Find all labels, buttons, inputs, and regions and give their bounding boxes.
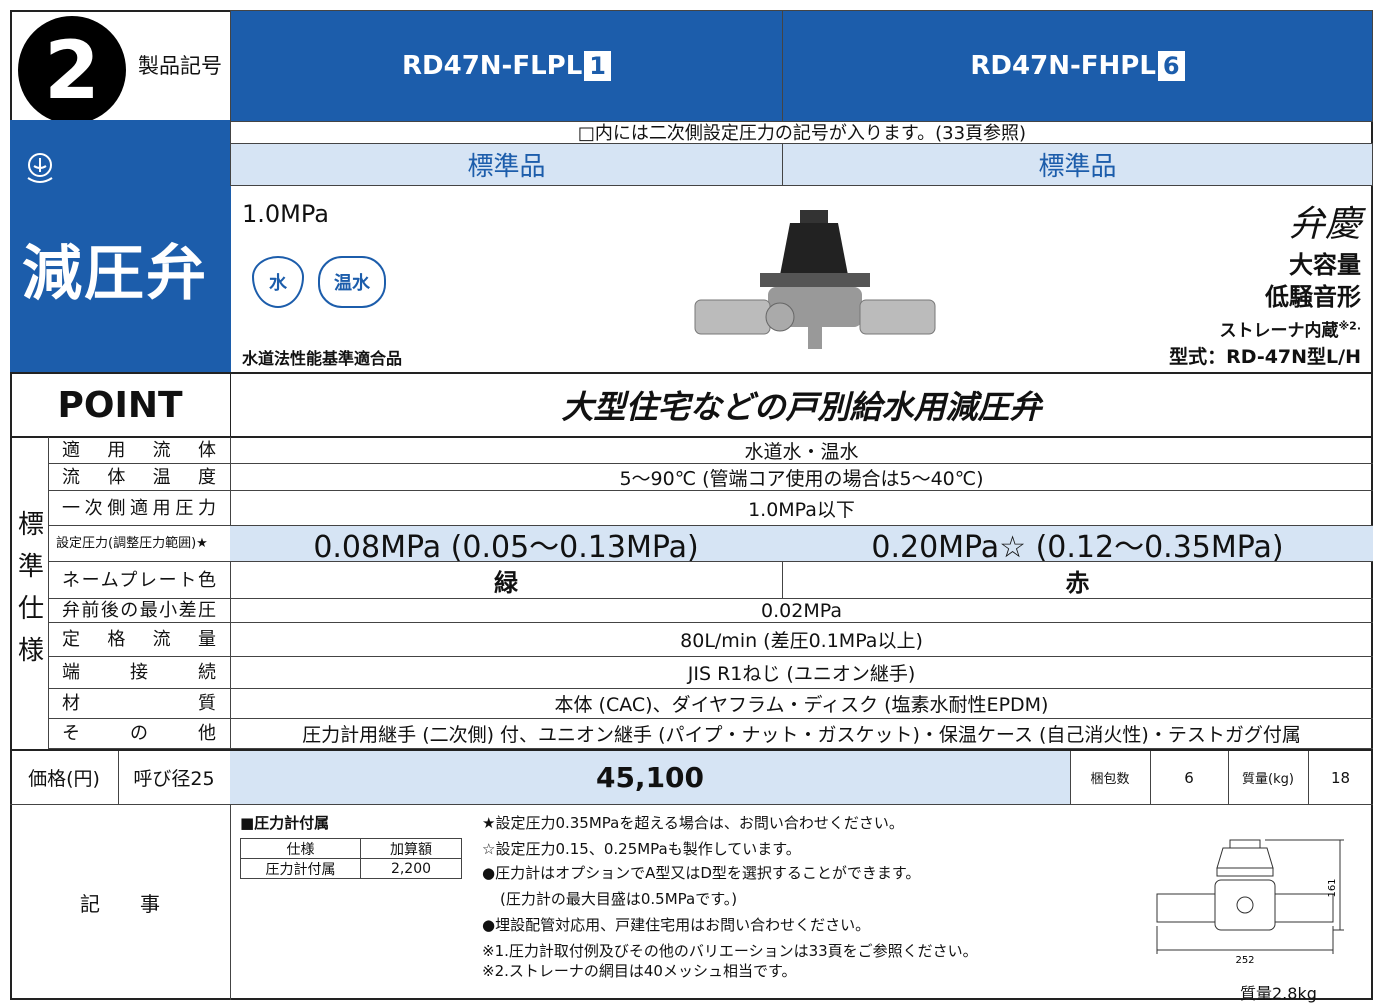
notes-label: 記事 [10, 804, 231, 1000]
spec-label: 流体温度 [48, 464, 231, 491]
note-line: ※1.圧力計取付例及びその他のバリエーションは33頁をご参照ください。 [482, 942, 978, 960]
spec-label-text: 設定圧力(調整圧力範囲)★ [56, 536, 208, 551]
price-amount: 45,100 [230, 749, 1071, 805]
badge: 2 [18, 16, 126, 124]
medium-badge: 水 [252, 256, 304, 308]
spec-label: 定格流量 [48, 623, 231, 657]
dimension-drawing: 252 161 [1156, 839, 1344, 966]
spec-label: 適用流体 [48, 437, 231, 464]
feature: 低騒音形 [1265, 283, 1361, 311]
spec-value: 本体 (CAC)、ダイヤフラム・ディスク (塩素水耐性EPDM) [230, 689, 1373, 719]
model-cell: RD47N-FHPL 6 [782, 10, 1373, 122]
eco-icon [27, 153, 53, 183]
spec-label-text: 流体温度 [62, 467, 216, 488]
side-panel: 減圧弁 [10, 120, 231, 373]
spec-label-text: ネームプレート色 [62, 570, 216, 591]
point-label: POINT [10, 372, 231, 438]
brand: 弁慶 [1288, 204, 1361, 245]
spec-label-text: 適用流体 [62, 440, 216, 461]
pressure: 1.0MPa [242, 200, 329, 228]
spec-value: 水道水・温水 [230, 437, 1373, 464]
spec-group: 標準仕様 [10, 437, 49, 750]
header-label: 製品記号 [138, 54, 222, 78]
model-type: 型式：RD-47N型L/H [1169, 346, 1361, 368]
spec-value: 赤 [782, 562, 1373, 599]
spec-label-text: 定格流量 [62, 629, 216, 650]
spec-label: 弁前後の最小差圧 [48, 599, 231, 623]
note-line: ※2.ストレーナの網目は40メッシュ相当です。 [482, 962, 797, 980]
strainer-text: ストレーナ内蔵 [1219, 321, 1339, 341]
spec-value: 0.08MPa (0.05〜0.13MPa) [230, 526, 783, 565]
spec-label-text: 一次側適用圧力 [62, 498, 216, 519]
model-code: 1 [584, 51, 611, 81]
note-line: ●埋設配管対応用、戸建住宅用はお問い合わせください。 [482, 916, 871, 934]
spec-value: 緑 [230, 562, 783, 599]
spec-value: 80L/min (差圧0.1MPa以上) [230, 623, 1373, 657]
side-title: 減圧弁 [22, 239, 208, 309]
spec-value: 圧力計用継手 (二次側) 付、ユニオン継手 (パイプ・ナット・ガスケット)・保温… [230, 719, 1373, 749]
gauge-cell: 2,200 [360, 858, 462, 879]
product-weight: 質量2.8kg [1240, 984, 1317, 1003]
grade: 標準品 [230, 143, 783, 186]
dim-height: 161 [1327, 878, 1338, 897]
gauge-cell: 圧力計付属 [240, 858, 361, 879]
spec-value: JIS R1ねじ (ユニオン継手) [230, 657, 1373, 689]
grade: 標準品 [782, 143, 1373, 186]
spec-value: 5〜90℃ (管端コア使用の場合は5〜40℃) [230, 464, 1373, 491]
note-row: □内には二次側設定圧力の記号が入ります。(33頁参照) [230, 120, 1373, 144]
gauge-header: 加算額 [360, 838, 462, 859]
spec-label: 端接続 [48, 657, 231, 689]
note-line: (圧力計の最大目盛は0.5MPaです。) [500, 890, 738, 908]
spec-label: ネームプレート色 [48, 562, 231, 599]
strainer-note: ※2. [1338, 319, 1361, 333]
medium-badge: 温水 [318, 256, 386, 308]
weight-label: 質量(kg) [1228, 749, 1309, 805]
model-code: 6 [1157, 51, 1185, 81]
product-image [694, 210, 936, 349]
note-line: ☆設定圧力0.15、0.25MPaも製作しています。 [482, 840, 801, 858]
strainer: ストレーナ内蔵※2. [1219, 316, 1361, 341]
model-name: RD47N-FLPL [402, 51, 583, 81]
point-text: 大型住宅などの戸別給水用減圧弁 [230, 372, 1373, 438]
spec-value: 0.20MPa☆ (0.12〜0.35MPa) [782, 526, 1373, 565]
spec-label-text: 弁前後の最小差圧 [62, 600, 216, 621]
spec-label: 一次側適用圧力 [48, 491, 231, 526]
note-line: ★設定圧力0.35MPaを超える場合は、お問い合わせください。 [482, 814, 904, 832]
spec-value: 0.02MPa [230, 599, 1373, 623]
weight: 18 [1308, 749, 1373, 805]
model-name: RD47N-FHPL [970, 51, 1156, 81]
gauge-header: 仕様 [240, 838, 361, 859]
spec-label: 設定圧力(調整圧力範囲)★ [48, 526, 231, 562]
spec-label: 材質 [48, 689, 231, 719]
feature: 大容量 [1289, 251, 1361, 279]
certification: 水道法性能基準適合品 [242, 349, 403, 368]
spec-label-text: 端接続 [62, 662, 216, 683]
size: 呼び径25 [118, 749, 231, 805]
dim-width: 252 [1235, 955, 1254, 966]
note-line: ●圧力計はオプションでA型又はD型を選択することができます。 [482, 864, 921, 882]
spec-label: その他 [48, 719, 231, 749]
model-cell: RD47N-FLPL 1 [230, 10, 783, 122]
price-label: 価格(円) [10, 749, 119, 805]
pack-label: 梱包数 [1070, 749, 1151, 805]
spec-label-text: 材質 [62, 693, 216, 714]
gauge-title: ■圧力計付属 [240, 814, 330, 832]
spec-label-text: その他 [62, 723, 216, 744]
pack-count: 6 [1150, 749, 1229, 805]
spec-value: 1.0MPa以下 [230, 491, 1373, 526]
